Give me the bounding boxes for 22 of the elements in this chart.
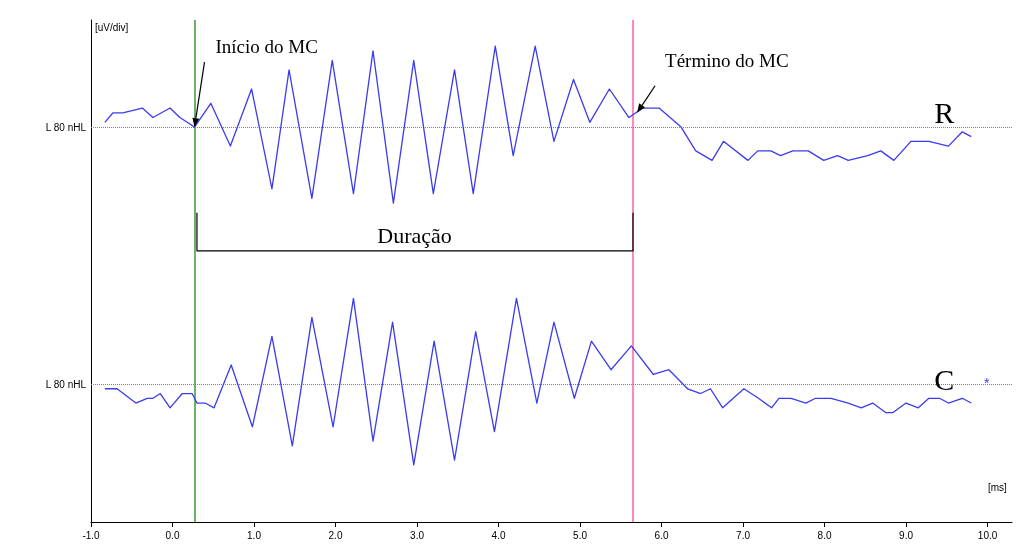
x-tick-label: 10.0: [977, 529, 998, 541]
x-axis-title: [ms]: [988, 481, 1008, 493]
x-tick-label: 7.0: [736, 529, 751, 541]
annotation: Início do MC: [215, 36, 318, 58]
x-tick-label: 4.0: [491, 529, 506, 541]
annotation: *: [984, 375, 990, 392]
x-tick-label: 6.0: [654, 529, 669, 541]
x-tick-label: -1.0: [82, 529, 101, 541]
series-label: C: [934, 362, 955, 396]
annotation: Término do MC: [665, 49, 789, 71]
annotation: Duração: [377, 222, 452, 248]
x-tick-label: 9.0: [899, 529, 914, 541]
x-tick-label: 0.0: [165, 529, 180, 541]
x-tick-label: 2.0: [328, 529, 343, 541]
x-tick-label: 1.0: [247, 529, 262, 541]
x-tick-label: 3.0: [410, 529, 425, 541]
ref-line-label: L 80 nHL: [45, 121, 87, 133]
ref-line-label: L 80 nHL: [45, 378, 87, 390]
series-label: R: [934, 96, 955, 130]
y-axis-title: [uV/div]: [95, 21, 129, 33]
x-tick-label: 5.0: [573, 529, 588, 541]
x-tick-label: 8.0: [817, 529, 832, 541]
